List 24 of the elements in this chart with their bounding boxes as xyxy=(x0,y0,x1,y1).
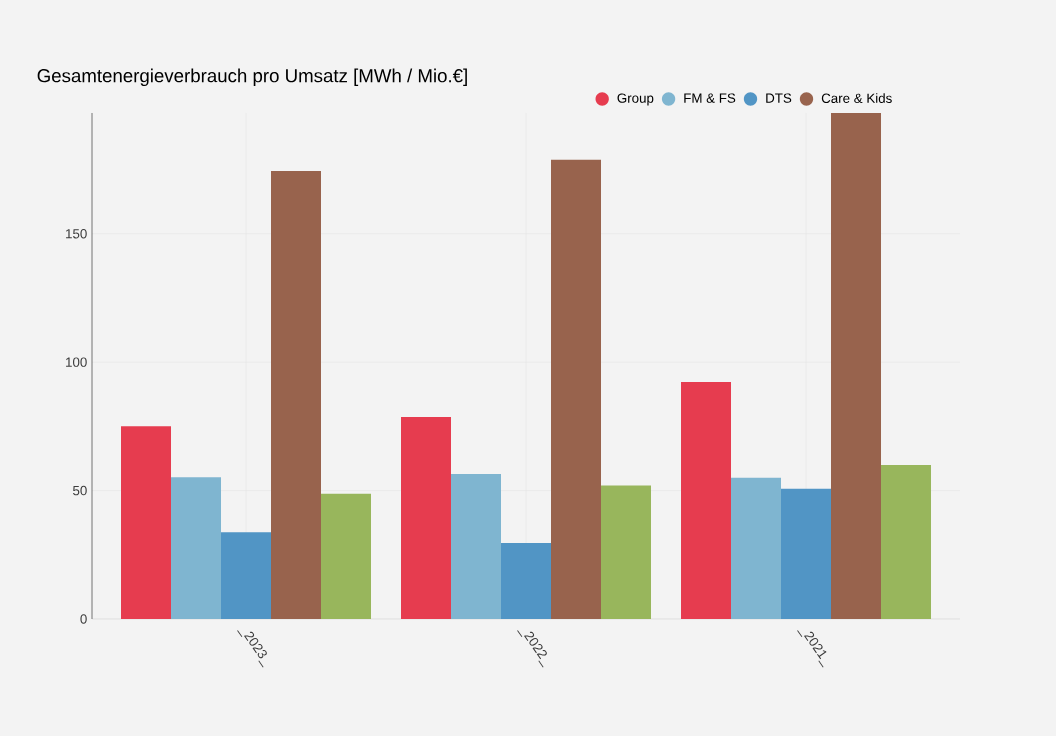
y-tick-label: 0 xyxy=(80,614,87,624)
legend-label: FM & FS xyxy=(684,93,736,103)
y-tick-label: 150 xyxy=(66,229,87,239)
y-tick-label: 50 xyxy=(73,485,87,496)
bar xyxy=(601,485,652,619)
chart-title: Gesamtenergieverbrauch pro Umsatz [MWh / Mio.€] xyxy=(37,68,467,87)
bar xyxy=(831,112,882,619)
bar xyxy=(731,477,782,619)
bar xyxy=(221,532,271,619)
bar xyxy=(551,159,602,619)
legend-label: Group xyxy=(617,93,654,106)
bar xyxy=(271,171,321,619)
bar xyxy=(321,493,372,619)
bar xyxy=(451,473,501,619)
bar xyxy=(681,381,732,619)
y-tick-label: 100 xyxy=(66,357,87,367)
bar xyxy=(121,426,172,619)
bar xyxy=(881,464,932,619)
bar xyxy=(401,417,451,619)
legend-label: Care & Kids xyxy=(821,93,892,103)
bar xyxy=(171,477,221,619)
legend-label: DTS xyxy=(766,93,792,103)
bar xyxy=(501,542,552,619)
bar xyxy=(781,488,832,619)
